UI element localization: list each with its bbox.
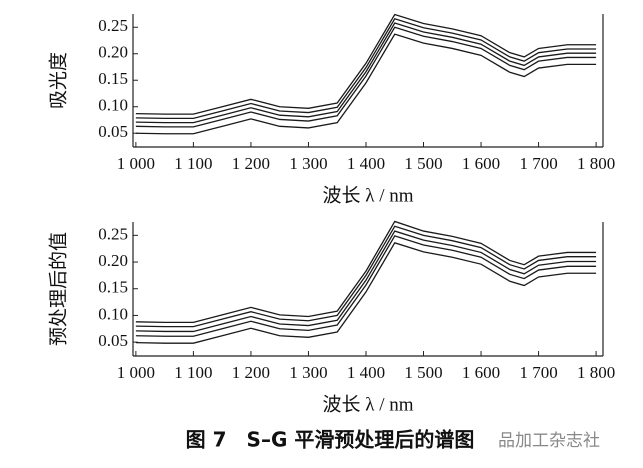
y-tick-label: 0.15 bbox=[98, 69, 128, 88]
y-tick-label: 0.20 bbox=[98, 251, 128, 270]
y-tick-label: 0.15 bbox=[98, 278, 128, 297]
x-axis-title: 波长 λ / nm bbox=[322, 184, 413, 206]
x-tick-label: 1 800 bbox=[577, 154, 615, 173]
x-tick-label: 1 000 bbox=[117, 363, 155, 382]
y-tick-label: 0.05 bbox=[98, 122, 128, 141]
x-tick-label: 1 600 bbox=[462, 154, 500, 173]
spectrum-line bbox=[135, 242, 597, 344]
x-tick-label: 1 700 bbox=[519, 363, 557, 382]
y-axis-title: 吸光度 bbox=[47, 52, 69, 109]
y-tick-label: 0.10 bbox=[98, 304, 128, 323]
spectrum-line bbox=[135, 225, 597, 328]
x-tick-label: 1 400 bbox=[347, 363, 385, 382]
spectrum-line bbox=[135, 22, 597, 124]
spectrum-line bbox=[135, 220, 597, 324]
x-tick-label: 1 100 bbox=[174, 154, 212, 173]
y-tick-label: 0.25 bbox=[98, 224, 128, 243]
x-tick-label: 1 200 bbox=[232, 154, 270, 173]
x-tick-label: 1 100 bbox=[174, 363, 212, 382]
x-tick-label: 1 500 bbox=[404, 154, 442, 173]
x-tick-label: 1 800 bbox=[577, 363, 615, 382]
spectrum-line bbox=[135, 33, 597, 135]
spectrum-line bbox=[135, 26, 597, 128]
y-axis-title: 预处理后的值 bbox=[47, 232, 69, 346]
spectrum-line bbox=[135, 230, 597, 333]
spectrum-line bbox=[135, 13, 597, 115]
spectrum-line bbox=[135, 17, 597, 120]
x-axis-title: 波长 λ / nm bbox=[322, 393, 413, 415]
x-tick-label: 1 500 bbox=[404, 363, 442, 382]
x-tick-label: 1 700 bbox=[519, 154, 557, 173]
y-tick-label: 0.25 bbox=[98, 16, 128, 35]
spectrum-line bbox=[135, 235, 597, 337]
y-tick-label: 0.20 bbox=[98, 43, 128, 62]
x-tick-label: 1 300 bbox=[289, 154, 327, 173]
y-tick-label: 0.10 bbox=[98, 96, 128, 115]
x-tick-label: 1 300 bbox=[289, 363, 327, 382]
caption: 图 7 S–G 平滑预处理后的谱图 bbox=[186, 428, 475, 452]
x-tick-label: 1 400 bbox=[347, 154, 385, 173]
chart: 0.05 0.10 0.15 0.20 0.25 1 000 1 100 1 200 1 300… bbox=[47, 13, 615, 206]
y-tick-label: 0.05 bbox=[98, 331, 128, 350]
x-tick-label: 1 200 bbox=[232, 363, 270, 382]
x-tick-label: 1 000 bbox=[117, 154, 155, 173]
watermark: 品加工杂志社 bbox=[498, 431, 600, 451]
chart: 0.05 0.10 0.15 0.20 0.25 1 000 1 100 1 200 1 300… bbox=[47, 220, 615, 415]
x-tick-label: 1 600 bbox=[462, 363, 500, 382]
